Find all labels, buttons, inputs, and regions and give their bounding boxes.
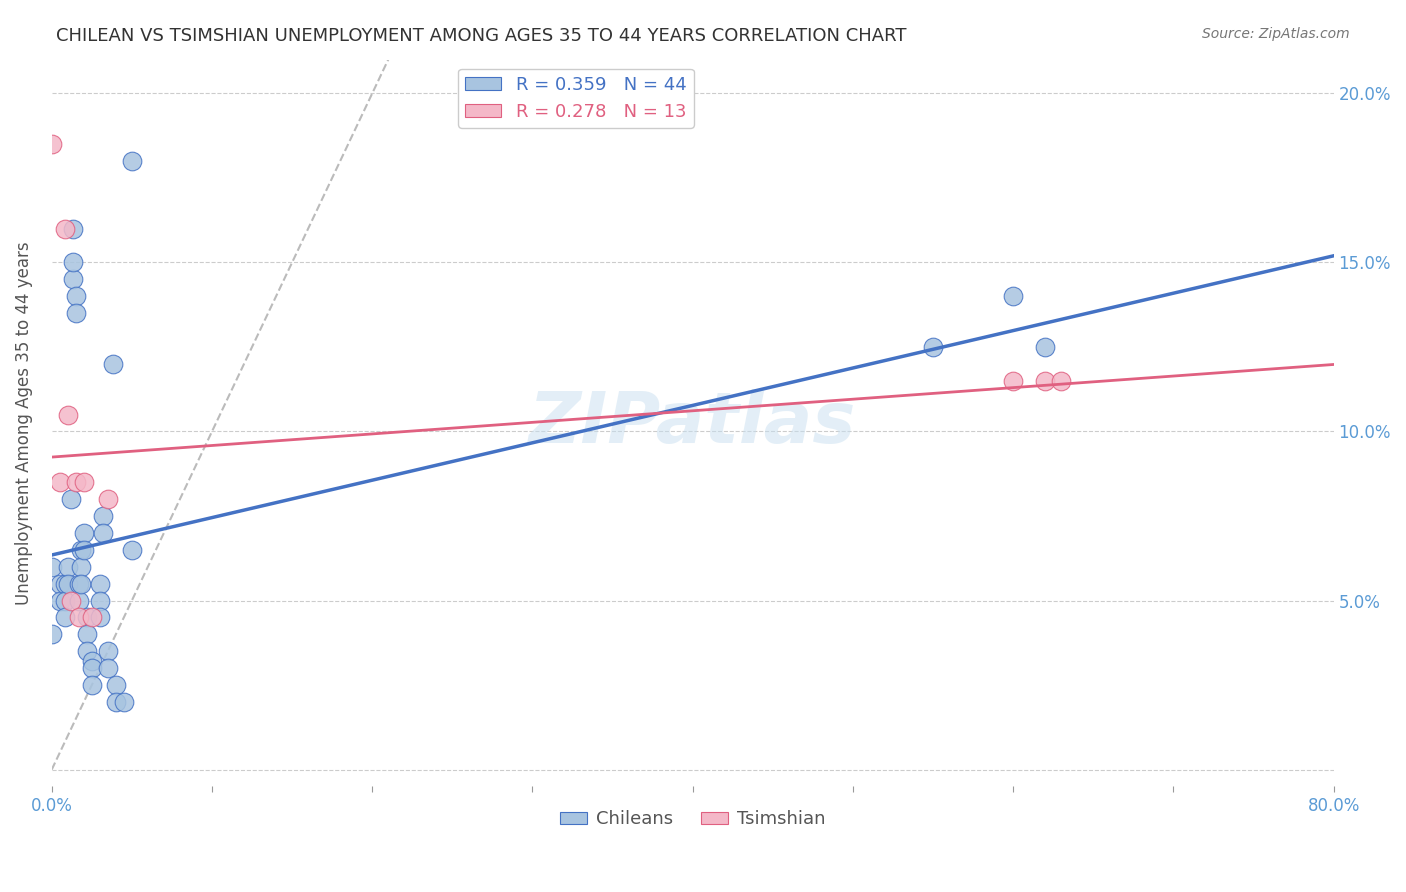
Point [67, 593, 90, 607]
Point [67, 576, 90, 591]
Point [1033, 340, 1056, 354]
Point [97, 661, 120, 675]
Point [69, 576, 91, 591]
Text: Source: ZipAtlas.com: Source: ZipAtlas.com [1202, 27, 1350, 41]
Point [53, 576, 76, 591]
Point [73, 542, 96, 557]
Point [65, 289, 87, 303]
Point [97, 492, 120, 507]
Point [56, 576, 79, 591]
Point [73, 475, 96, 490]
Point [1002, 374, 1025, 388]
Point [67, 610, 90, 624]
Point [76, 644, 98, 658]
Point [62, 221, 84, 235]
Point [41, 559, 63, 574]
Point [41, 137, 63, 152]
Point [41, 627, 63, 641]
Point [1033, 374, 1056, 388]
Point [80, 678, 103, 692]
Point [1050, 374, 1073, 388]
Point [91, 525, 114, 540]
Point [76, 610, 98, 624]
Point [53, 593, 76, 607]
Point [80, 654, 103, 668]
Point [91, 508, 114, 523]
Point [53, 221, 76, 235]
Point [80, 610, 103, 624]
Text: CHILEAN VS TSIMSHIAN UNEMPLOYMENT AMONG AGES 35 TO 44 YEARS CORRELATION CHART: CHILEAN VS TSIMSHIAN UNEMPLOYMENT AMONG … [56, 27, 907, 45]
Point [59, 593, 82, 607]
Point [59, 492, 82, 507]
Point [89, 576, 111, 591]
Point [112, 695, 135, 709]
Point [89, 610, 111, 624]
Point [65, 475, 87, 490]
Point [62, 272, 84, 286]
Y-axis label: Unemployment Among Ages 35 to 44 years: Unemployment Among Ages 35 to 44 years [15, 241, 32, 605]
Point [49, 576, 72, 591]
Point [69, 542, 91, 557]
Point [104, 678, 127, 692]
Point [49, 593, 72, 607]
Point [56, 408, 79, 422]
Point [73, 525, 96, 540]
Point [1002, 289, 1025, 303]
Point [53, 610, 76, 624]
Point [69, 559, 91, 574]
Point [101, 357, 124, 371]
Legend: Chileans, Tsimshian: Chileans, Tsimshian [553, 803, 832, 836]
Point [49, 475, 72, 490]
Point [121, 542, 143, 557]
Point [62, 255, 84, 269]
Text: ZIPatlas: ZIPatlas [529, 389, 856, 458]
Point [104, 695, 127, 709]
Point [97, 644, 120, 658]
Point [80, 661, 103, 675]
Point [922, 340, 945, 354]
Point [65, 306, 87, 320]
Point [89, 593, 111, 607]
Point [76, 627, 98, 641]
Point [121, 154, 143, 169]
Point [56, 559, 79, 574]
